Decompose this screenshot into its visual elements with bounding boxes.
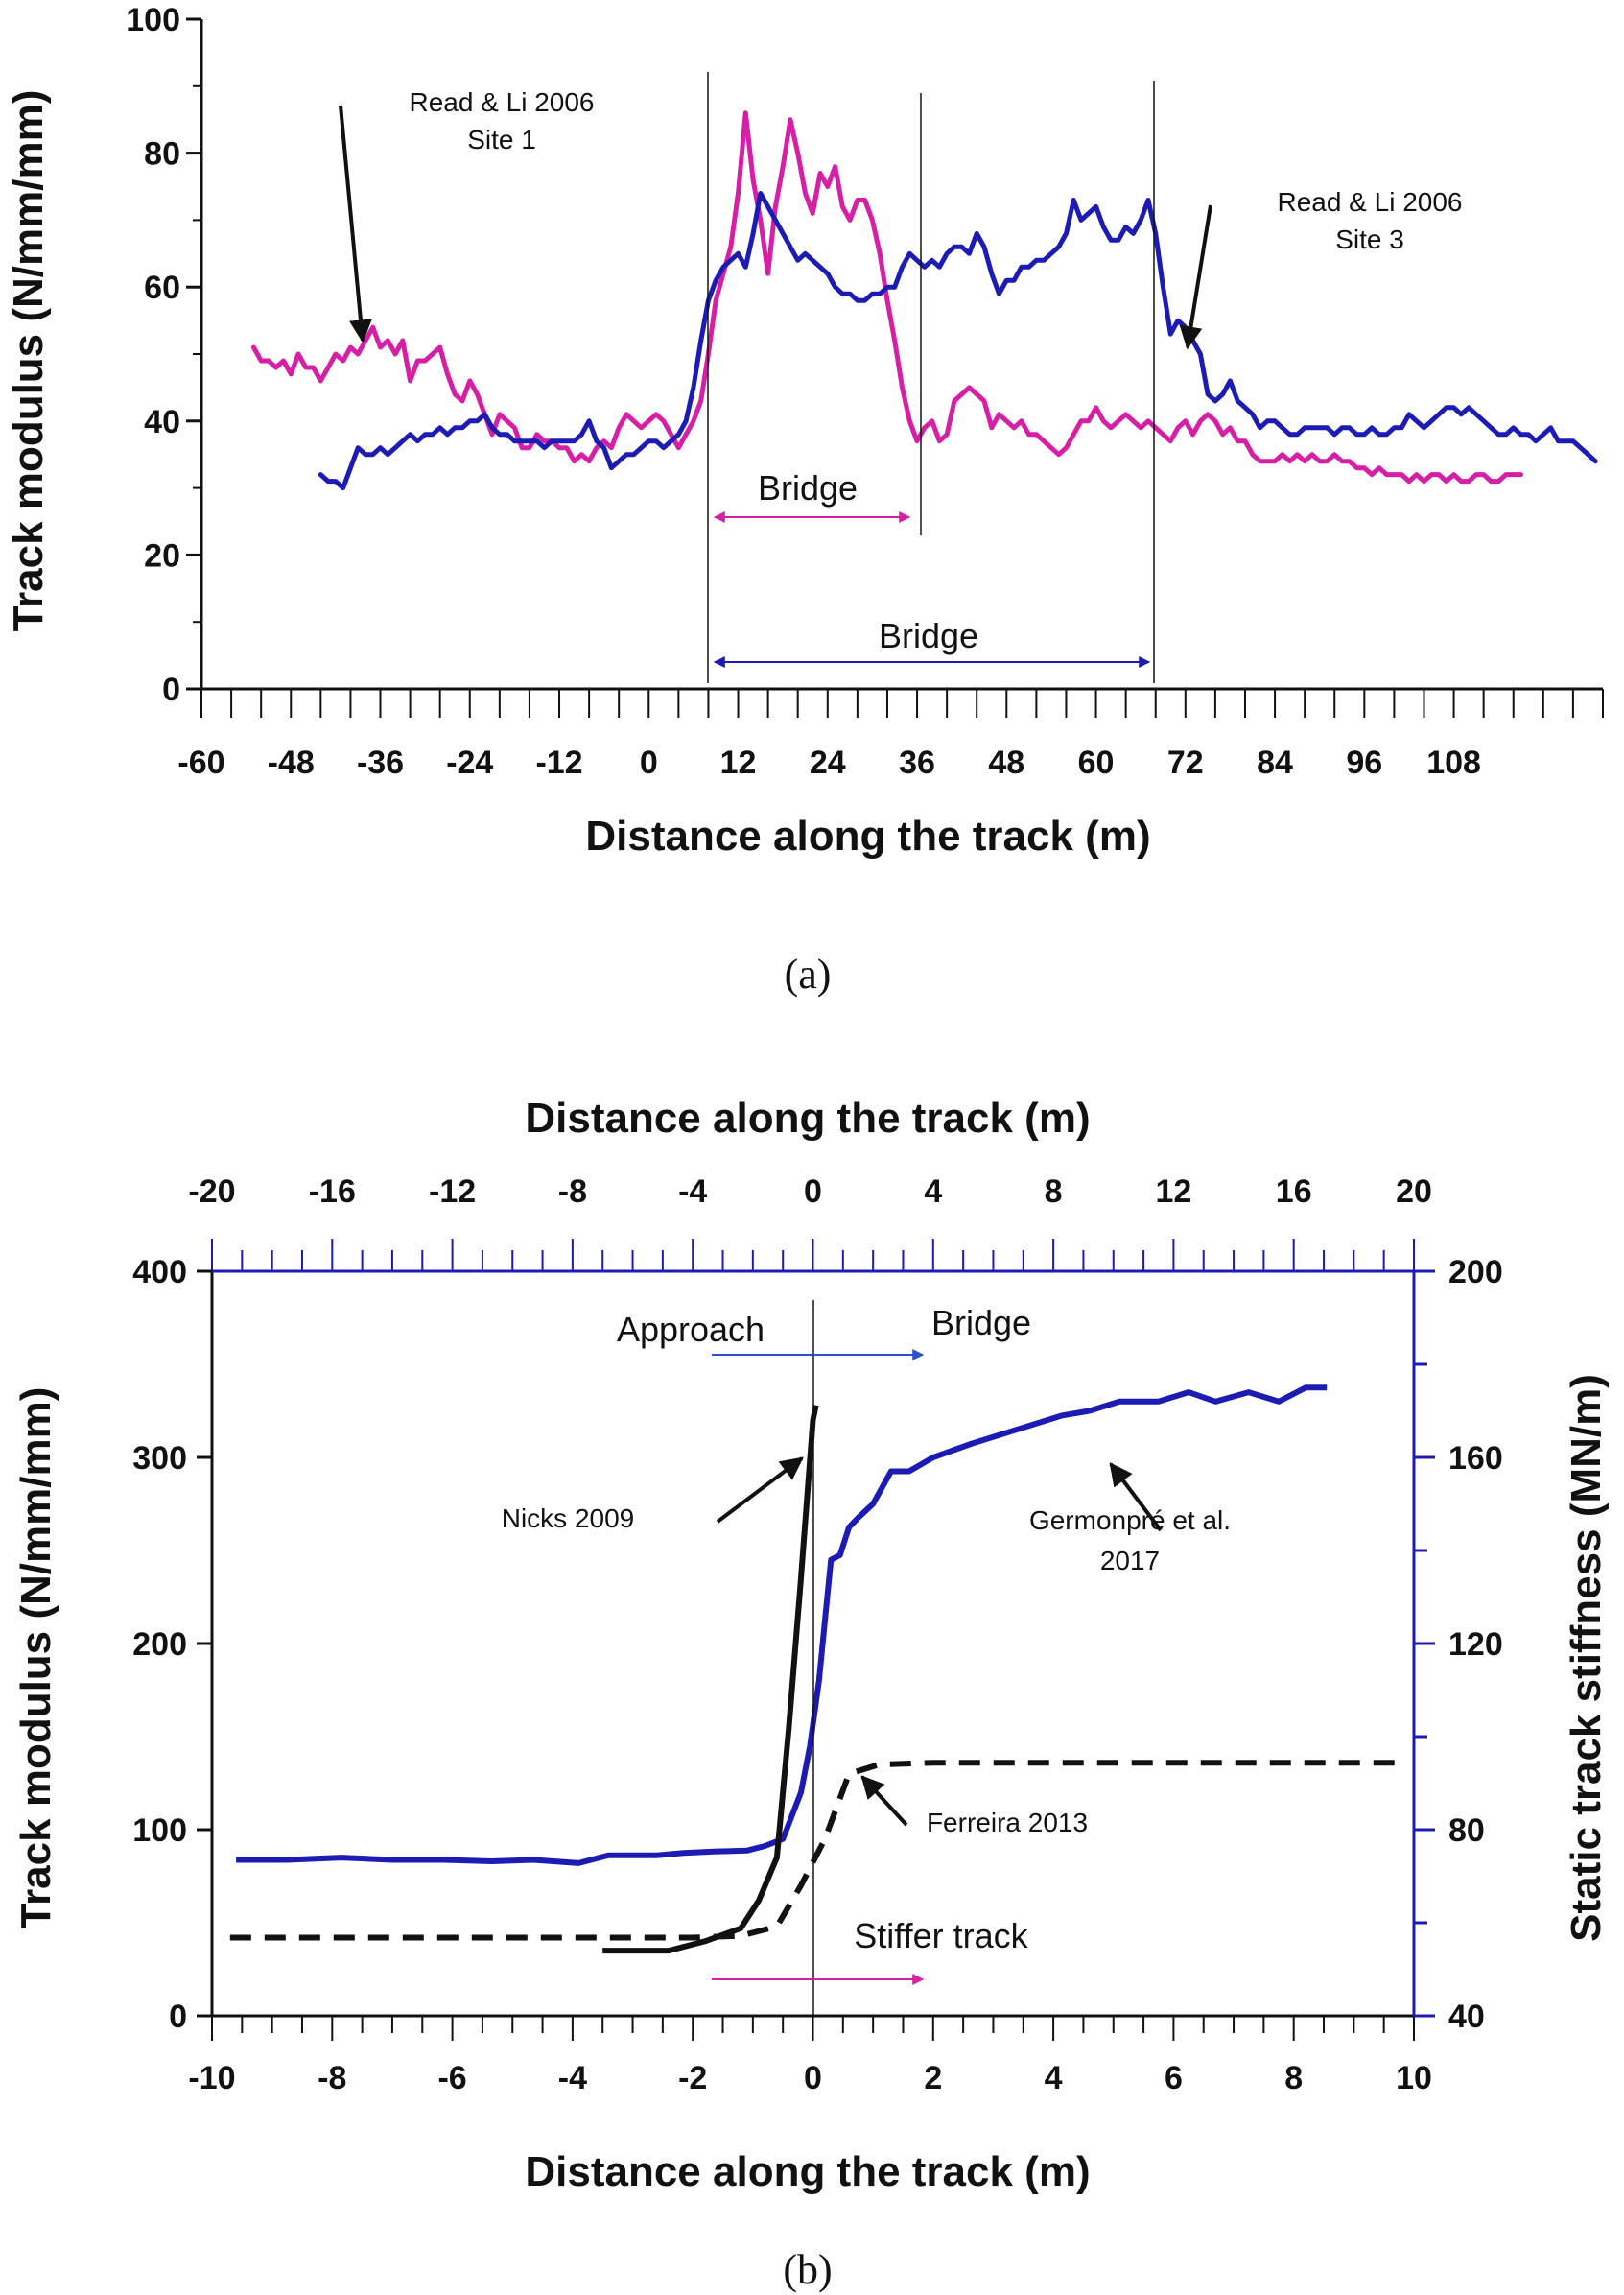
x-tick-label: 84 [1257,745,1293,781]
y-tick-label: 400 [132,1254,187,1290]
x-tick-label: -4 [558,2060,587,2096]
series-line [602,1405,819,1954]
panel-a-label: (a) [785,951,832,998]
x-tick-label: -2 [678,2060,707,2096]
y-tick-label: 300 [132,1440,187,1477]
site3-annotation-line2: Site 3 [1335,225,1404,254]
y2-tick-label: 200 [1448,1254,1503,1290]
panel-b-label: (b) [783,2246,832,2293]
y-tick-label: 0 [169,1999,187,2035]
y-tick-label: 0 [162,672,180,708]
bridge-label: Bridge [931,1303,1031,1342]
x-tick-label: 12 [720,745,757,781]
x-tick-label: 48 [988,745,1024,781]
panel-a-y-axis-title: Track modulus (N/mm/mm) [5,90,52,632]
site1-annotation-line2: Site 1 [467,125,536,154]
series-line [250,110,1523,485]
panel-b-top-x-axis-title: Distance along the track (m) [525,1095,1090,1142]
x2-tick-label: -8 [558,1173,587,1210]
x-tick-label: -12 [535,745,582,781]
x2-tick-label: -20 [188,1173,235,1210]
x2-tick-label: 8 [1045,1173,1063,1210]
series-line [229,1760,1402,1941]
y-tick-label: 60 [144,270,180,306]
bridge-label-magenta: Bridge [758,468,858,508]
x2-tick-label: 16 [1276,1173,1312,1210]
panel-b-chart: -10 -8 -6 -4 -2 0 2 4 6 8 10-20 -16 -12 -8 -4 0 4 8 12 16 20… [12,1095,1610,2293]
approach-label: Approach [617,1310,765,1349]
x2-tick-label: -4 [678,1173,707,1210]
bridge-label-blue: Bridge [879,616,978,655]
x2-tick-label: -12 [429,1173,476,1210]
germonpre-pointer-arrow [1109,1462,1163,1532]
x-tick-label: -60 [177,745,224,781]
stiffer-track-label: Stiffer track [854,1916,1028,1955]
ferreira-label: Ferreira 2013 [927,1808,1088,1837]
y2-tick-label: 80 [1448,1812,1485,1849]
x-tick-label: 8 [1284,2060,1303,2096]
x-tick-label: 72 [1167,745,1204,781]
x-tick-label: 6 [1165,2060,1183,2096]
y-tick-label: 100 [132,1812,187,1849]
x-tick-label: 60 [1078,745,1115,781]
panel-b-y2-axis-title: Static track stiffness (MN/m) [1563,1374,1610,1942]
panel-b-x-axis-title: Distance along the track (m) [525,2148,1090,2195]
germonpre-label-line1: Germonpré et al. [1029,1505,1231,1535]
panel-b-series [229,1384,1402,1954]
x2-tick-label: 4 [924,1173,942,1210]
site3-pointer-arrow [1179,204,1212,350]
site3-annotation-line1: Read & Li 2006 [1277,187,1462,217]
x2-tick-label: 20 [1396,1173,1432,1210]
panel-a-x-axis-title: Distance along the track (m) [585,813,1150,860]
site1-annotation-line1: Read & Li 2006 [409,87,594,117]
x-tick-label: -10 [188,2060,235,2096]
y2-tick-label: 160 [1448,1440,1503,1477]
x2-tick-label: 12 [1155,1173,1191,1210]
panel-a-chart: 0 20 40 60 80 100 -60 -48 -36 -24 -12 0 12 24 36 48 60 72… [5,2,1604,998]
panel-a-series [250,110,1598,491]
x-tick-label: 108 [1426,745,1481,781]
y-tick-label: 40 [144,404,180,440]
y-tick-label: 100 [126,2,180,38]
nicks-pointer-arrow [716,1456,804,1524]
x-tick-label: -8 [318,2060,346,2096]
x2-tick-label: -16 [309,1173,356,1210]
panel-b-ticks: -10 -8 -6 -4 -2 0 2 4 6 8 10-20 -16 -12 -8 -4 0 4 8 12 16 20… [132,1173,1502,2096]
x-tick-label: 0 [804,2060,822,2096]
panel-a-ticks: 0 20 40 60 80 100 -60 -48 -36 -24 -12 0 12 24 36 48 60 72… [126,2,1604,781]
site1-pointer-arrow [339,105,372,343]
x2-tick-label: 0 [804,1173,822,1210]
x-tick-label: 4 [1045,2060,1063,2096]
x-tick-label: -36 [357,745,404,781]
series-line [318,191,1598,491]
x-tick-label: 96 [1346,745,1382,781]
x-tick-label: 10 [1396,2060,1432,2096]
x-tick-label: 36 [899,745,935,781]
panel-b-y-axis-title: Track modulus (N/mm/mm) [12,1387,59,1929]
nicks-label: Nicks 2009 [502,1503,635,1533]
y-tick-label: 200 [132,1626,187,1663]
ferreira-pointer-arrow [860,1775,908,1827]
x-tick-label: -6 [437,2060,466,2096]
y-tick-label: 80 [144,136,180,173]
x-tick-label: -48 [268,745,315,781]
x-tick-label: 0 [640,745,658,781]
x-tick-label: 2 [924,2060,942,2096]
y2-tick-label: 120 [1448,1626,1503,1663]
x-tick-label: -24 [446,745,493,781]
series-line [236,1384,1328,1866]
y2-tick-label: 40 [1448,1999,1485,2035]
y-tick-label: 20 [144,537,180,574]
panel-a-axes [200,19,1603,691]
x-tick-label: 24 [810,745,846,781]
germonpre-label-line2: 2017 [1100,1546,1160,1575]
